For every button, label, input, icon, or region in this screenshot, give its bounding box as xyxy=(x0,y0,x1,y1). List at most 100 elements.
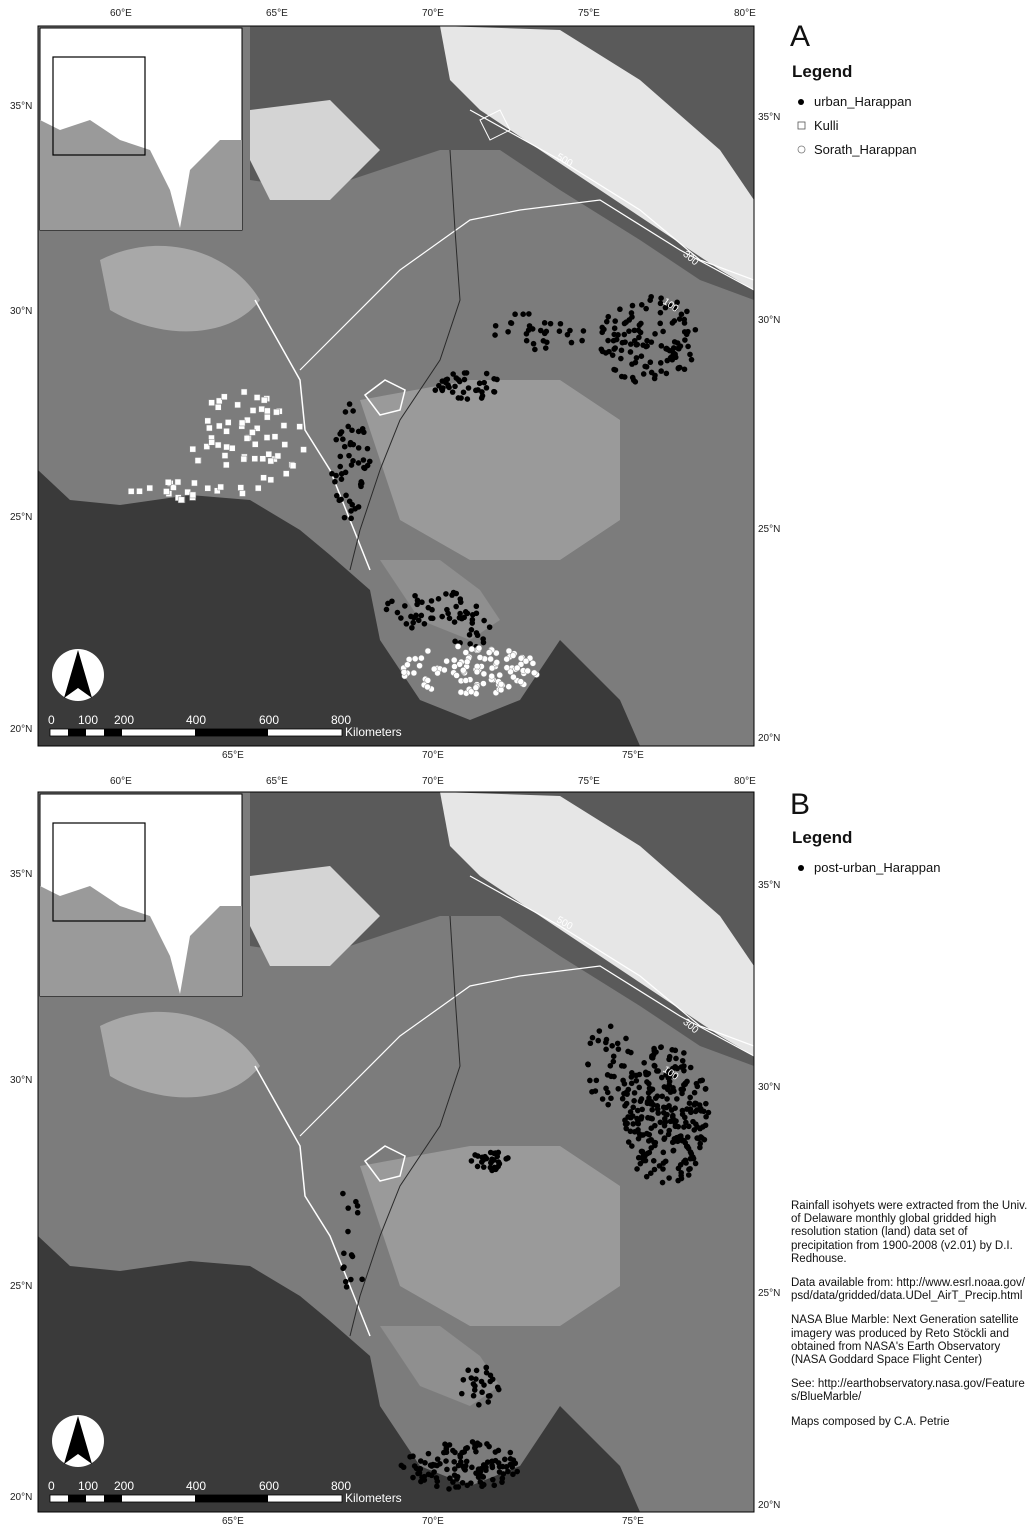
sorath-site-marker xyxy=(522,657,530,665)
urban-site-marker xyxy=(618,347,625,354)
lon-tick: 65°E xyxy=(266,776,288,787)
kulli-site-marker xyxy=(265,451,273,458)
lat-tick: 25°N xyxy=(10,512,33,523)
kulli-site-marker xyxy=(267,457,275,465)
post-urban-site-marker xyxy=(625,1048,631,1055)
north-arrow-icon xyxy=(64,650,92,698)
urban-site-marker xyxy=(348,462,355,468)
post-urban-site-marker xyxy=(442,1449,449,1455)
post-urban-site-marker xyxy=(492,1449,499,1455)
urban-site-marker xyxy=(609,352,616,358)
sorath-site-marker xyxy=(476,654,484,661)
urban-site-marker xyxy=(366,458,373,465)
sorath-site-marker xyxy=(410,669,418,677)
post-urban-site-marker xyxy=(487,1372,494,1379)
kulli-site-marker xyxy=(239,490,246,497)
urban-site-marker xyxy=(333,436,340,443)
post-urban-site-marker xyxy=(634,1107,641,1114)
urban-site-marker xyxy=(445,383,452,390)
urban-site-marker xyxy=(627,341,634,347)
urban-site-marker xyxy=(626,317,633,323)
urban-site-marker xyxy=(612,367,619,373)
sorath-site-marker xyxy=(530,669,538,677)
post-urban-site-marker xyxy=(599,1096,606,1102)
post-urban-site-marker xyxy=(631,1128,638,1135)
scale-label: 600 xyxy=(259,713,280,727)
sorath-site-marker xyxy=(503,655,510,663)
post-urban-site-marker xyxy=(487,1149,494,1156)
map-b-canvas xyxy=(37,791,755,1513)
post-urban-site-marker xyxy=(434,1456,441,1462)
post-urban-site-marker xyxy=(607,1062,614,1069)
sorath-site-marker xyxy=(480,680,487,687)
urban-site-marker xyxy=(446,615,453,622)
kulli-site-marker xyxy=(146,484,153,492)
post-urban-site-marker xyxy=(690,1155,697,1162)
sorath-site-marker xyxy=(443,657,450,665)
urban-site-marker xyxy=(619,339,626,346)
post-urban-site-marker xyxy=(687,1094,693,1101)
urban-site-marker xyxy=(410,619,417,626)
kulli-site-marker xyxy=(300,446,307,453)
sorath-site-marker xyxy=(473,663,481,670)
lon-tick: 70°E xyxy=(422,1516,444,1527)
post-urban-site-marker xyxy=(646,1149,653,1156)
inset-sea xyxy=(40,886,242,996)
urban-site-marker xyxy=(627,349,634,355)
lat-tick: 30°N xyxy=(758,1082,781,1093)
post-urban-site-marker xyxy=(693,1100,699,1107)
sorath-site-marker xyxy=(505,683,513,690)
urban-site-marker xyxy=(461,370,468,376)
post-urban-site-marker xyxy=(669,1065,676,1072)
inset-extent-box xyxy=(52,822,146,922)
post-urban-site-marker xyxy=(635,1121,642,1127)
post-urban-site-marker xyxy=(630,1104,637,1111)
urban-site-marker xyxy=(523,337,530,344)
post-urban-site-marker xyxy=(425,1450,432,1457)
kulli-site-marker xyxy=(177,496,185,504)
himalaya-snow xyxy=(440,792,754,1056)
urban-site-marker xyxy=(465,385,472,391)
post-urban-site-marker xyxy=(593,1077,600,1084)
urban-site-marker xyxy=(632,378,639,385)
urban-site-marker xyxy=(492,332,498,338)
kulli-site-marker xyxy=(189,491,197,499)
urban-site-marker xyxy=(648,339,655,345)
post-urban-site-marker xyxy=(475,1153,481,1159)
sorath-site-marker xyxy=(509,652,517,659)
post-urban-site-marker xyxy=(470,1392,477,1399)
kulli-site-marker xyxy=(214,441,222,449)
post-urban-site-marker xyxy=(595,1037,602,1044)
urban-site-marker xyxy=(461,614,468,621)
post-urban-site-marker xyxy=(625,1139,632,1145)
post-urban-site-marker xyxy=(491,1166,498,1172)
urban-site-marker xyxy=(338,429,345,435)
post-urban-site-marker xyxy=(494,1384,501,1391)
post-urban-site-marker xyxy=(486,1443,492,1450)
scale-label: 200 xyxy=(114,713,135,727)
sorath-site-marker xyxy=(475,644,483,652)
post-urban-site-marker xyxy=(485,1393,492,1399)
post-urban-site-marker xyxy=(422,1460,428,1466)
sorath-site-marker xyxy=(411,655,419,663)
urban-site-marker xyxy=(564,331,571,338)
post-urban-site-marker xyxy=(434,1478,441,1485)
sorath-site-marker xyxy=(493,649,500,657)
scale-label: 200 xyxy=(114,1479,135,1493)
post-urban-site-marker xyxy=(659,1179,666,1186)
post-urban-site-marker xyxy=(657,1119,664,1126)
urban-site-marker xyxy=(676,316,683,322)
kulli-site-marker xyxy=(163,488,170,495)
post-urban-site-marker xyxy=(623,1035,629,1042)
post-urban-site-marker xyxy=(660,1160,667,1166)
urban-site-marker xyxy=(678,311,685,318)
post-urban-site-marker xyxy=(473,1367,480,1374)
credits-text: Rainfall isohyets were extracted from th… xyxy=(791,1200,1031,1440)
urban-site-marker xyxy=(394,609,401,616)
map-a-frame xyxy=(37,25,755,747)
lat-tick: 30°N xyxy=(10,1075,33,1086)
post-urban-site-marker xyxy=(459,1479,466,1486)
urban-site-marker xyxy=(688,356,695,363)
kulli-site-marker xyxy=(249,407,257,414)
kulli-site-marker xyxy=(264,407,271,415)
